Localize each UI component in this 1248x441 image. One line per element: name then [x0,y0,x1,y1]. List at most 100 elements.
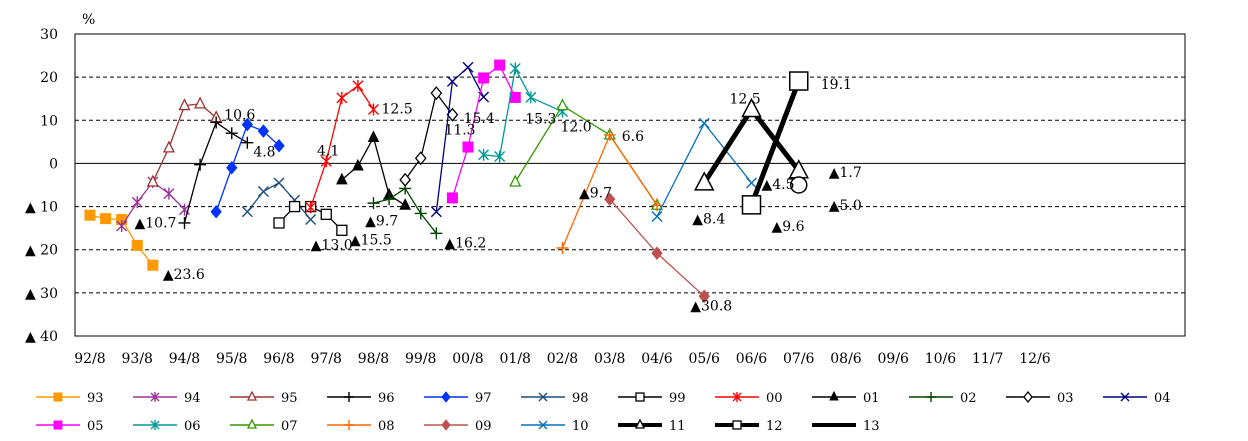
legend-label: 09 [475,419,492,434]
x-tick-label: 00/8 [452,351,483,367]
y-tick-label: ▲ 10 [25,200,58,216]
data-label: 6.6 [622,129,644,145]
data-point [926,392,936,402]
data-label: 15.3 [525,111,556,127]
x-tick-label: 98/8 [358,351,389,367]
data-label: 12.0 [561,120,592,136]
x-tick-label: 09/6 [878,351,910,367]
x-tick-label: 93/8 [122,351,153,367]
data-label: ▲23.6 [163,267,205,283]
data-point [447,193,457,203]
data-point [101,214,111,224]
legend-item-98: 98 [521,391,589,406]
series-02 [368,182,443,239]
x-tick-label: 03/8 [594,351,625,367]
legend-item-07: 07 [230,419,298,434]
legend-item-99: 99 [618,391,686,406]
legend-label: 13 [863,419,880,434]
legend-item-95: 95 [230,391,298,406]
legend-item-03: 03 [1006,391,1074,406]
x-tick-label: 12/6 [1019,351,1051,367]
data-point [164,142,174,152]
data-point [400,199,410,209]
data-point [430,227,442,239]
data-point [442,420,450,430]
x-tick-label: 94/8 [169,351,200,367]
legend-item-04: 04 [1103,391,1171,406]
x-tick-label: 04/6 [641,351,673,367]
data-point [211,206,221,218]
data-point [495,60,505,70]
x-tick-label: 06/6 [736,351,768,367]
legend-label: 98 [572,391,589,406]
data-label: 15.4 [464,111,495,127]
data-point [353,160,363,170]
data-point [148,260,158,270]
legend-item-93: 93 [36,391,104,406]
data-point [132,240,142,250]
legend-label: 10 [572,419,589,434]
y-tick-label: 10 [40,113,58,129]
legend-label: 03 [1057,391,1074,406]
data-point [368,197,380,209]
x-tick-label: 07/6 [783,351,815,367]
data-point [353,80,363,92]
legend-item-10: 10 [521,419,589,434]
data-point [830,392,838,400]
data-point [258,125,268,137]
x-tick-label: 99/8 [405,351,436,367]
legend-item-09: 09 [424,419,492,434]
data-point [274,178,284,188]
legend-item-02: 02 [909,391,977,406]
x-tick-label: 02/8 [547,351,578,367]
x-tick-label: 92/8 [74,351,105,367]
data-point [210,116,222,128]
data-label: ▲9.7 [365,213,398,229]
data-point [636,393,644,401]
data-label: ▲9.6 [772,219,805,235]
legend-label: 01 [863,391,880,406]
data-point [557,242,569,254]
data-label: 4.1 [317,144,339,160]
legend-item-12: 12 [715,419,783,434]
legend-label: 11 [669,419,686,434]
legend-label: 96 [378,391,395,406]
data-point [337,92,347,104]
x-tick-label: 08/6 [830,351,862,367]
data-point [274,218,284,228]
data-point [195,98,205,108]
data-label: 12.5 [382,102,413,118]
data-point [442,392,450,402]
data-point [344,392,354,402]
data-point [790,72,808,90]
data-point [242,207,252,217]
data-point [148,176,158,186]
legend-label: 08 [378,419,395,434]
data-point [85,210,95,220]
data-point [321,209,331,219]
data-point [54,421,62,429]
data-point [290,202,300,212]
data-point [733,421,741,429]
legend-item-00: 00 [715,391,783,406]
legend-label: 07 [281,419,298,434]
data-point [510,63,520,75]
data-point [306,215,316,225]
legend-label: 99 [669,391,686,406]
data-point [699,118,709,128]
legend-label: 02 [960,391,977,406]
legend-item-13: 13 [812,419,880,434]
x-tick-label: 11/7 [972,351,1003,367]
legend-item-08: 08 [327,419,395,434]
data-point [337,225,347,235]
legend-label: 94 [184,391,201,406]
data-label: ▲16.2 [444,235,486,251]
data-point [194,159,206,171]
y-tick-label: 20 [40,70,58,86]
data-point [132,196,142,208]
data-label: 19.1 [821,77,852,93]
data-point [344,420,354,430]
x-tick-label: 95/8 [216,351,247,367]
data-point [383,193,395,205]
